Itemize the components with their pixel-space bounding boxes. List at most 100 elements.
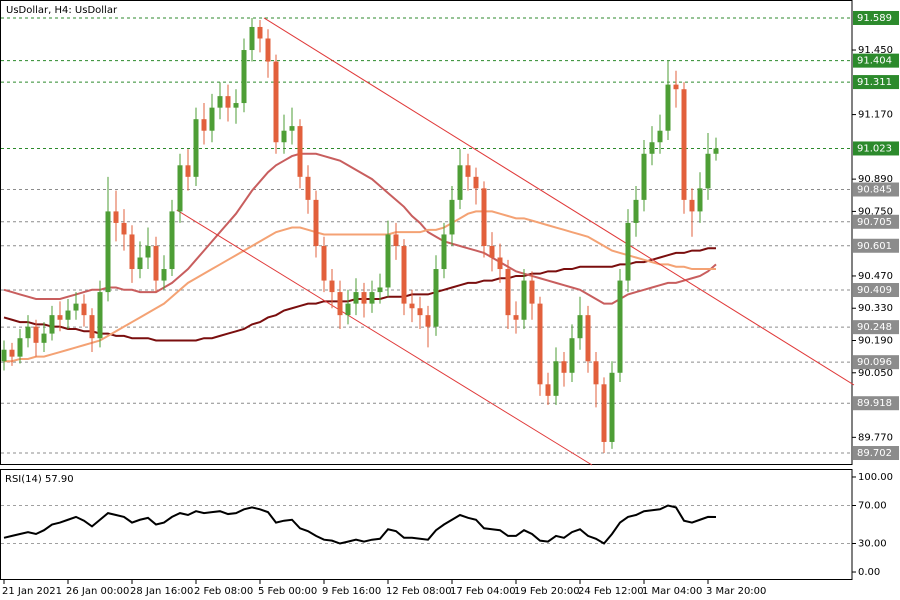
panel-title: UsDollar, H4: UsDollar	[6, 5, 118, 16]
x-tick-label: 1 Mar 04:00	[642, 586, 702, 597]
level-label: 90.845	[857, 185, 892, 196]
candle-body	[289, 126, 295, 131]
candle-body	[241, 50, 247, 104]
trend-line	[176, 209, 593, 466]
candle-body	[449, 199, 455, 235]
level-label: 91.023	[857, 143, 892, 154]
candle-body	[681, 89, 687, 200]
candle-body	[169, 211, 175, 270]
candle-body	[609, 372, 615, 442]
y-tick-label: 100.00	[858, 472, 893, 483]
candle-body	[57, 315, 63, 320]
candle-body	[257, 26, 263, 39]
candle-body	[377, 287, 383, 293]
level-box	[853, 214, 899, 229]
candle-body	[601, 384, 607, 442]
candle-body	[497, 257, 503, 270]
candle-body	[553, 361, 559, 396]
candle-body	[201, 119, 207, 131]
level-label: 90.601	[857, 241, 892, 252]
y-tick-label: 90.750	[858, 206, 893, 217]
candle-body	[657, 130, 663, 143]
candle-body	[313, 199, 319, 246]
candle-body	[81, 303, 87, 316]
candle-body	[321, 245, 327, 281]
candle-body	[409, 303, 415, 309]
candle-body	[337, 292, 343, 316]
x-tick-label: 26 Jan 00:00	[66, 586, 129, 597]
level-box	[853, 446, 899, 461]
x-tick-label: 17 Feb 04:00	[450, 586, 516, 597]
candle-body	[617, 280, 623, 373]
candle-body	[161, 269, 167, 281]
candle-body	[145, 245, 151, 258]
candle-body	[9, 349, 15, 357]
panel-title: RSI(14) 57.90	[5, 474, 74, 485]
x-tick-label: 2 Feb 08:00	[194, 586, 253, 597]
y-tick-label: 0.00	[858, 567, 880, 578]
candle-body	[1, 349, 7, 362]
panel-frame	[0, 469, 853, 580]
candle-body	[505, 269, 511, 316]
candle-body	[577, 315, 583, 339]
candle-body	[585, 315, 591, 362]
level-box	[853, 355, 899, 370]
moving-average	[4, 210, 716, 363]
candle-body	[513, 315, 519, 320]
candle-body	[641, 153, 647, 200]
panel-frame	[0, 0, 853, 465]
level-label: 90.248	[857, 322, 892, 333]
x-tick-label: 3 Mar 20:00	[706, 586, 766, 597]
candle-body	[713, 148, 719, 154]
candle-body	[689, 199, 695, 212]
candle-body	[425, 315, 431, 327]
candle-body	[457, 165, 463, 200]
x-tick-label: 24 Feb 12:00	[578, 586, 644, 597]
level-box	[853, 10, 899, 25]
y-tick-label: 90.190	[858, 336, 893, 347]
candle-body	[385, 234, 391, 288]
candle-body	[697, 188, 703, 212]
candle-body	[561, 361, 567, 373]
candle-body	[521, 280, 527, 320]
candle-body	[193, 119, 199, 177]
candle-body	[121, 222, 127, 235]
candle-body	[361, 292, 367, 304]
y-tick-label: 30.00	[858, 539, 887, 550]
y-tick-label: 91.170	[858, 110, 893, 121]
candle-body	[265, 38, 271, 62]
candle-body	[17, 338, 23, 357]
trend-line	[263, 17, 855, 386]
candle-body	[129, 234, 135, 270]
y-tick-label: 90.470	[858, 271, 893, 282]
level-box	[853, 53, 899, 68]
candle-body	[465, 165, 471, 177]
level-label: 91.404	[857, 56, 892, 67]
candle-body	[545, 384, 551, 396]
level-box	[853, 141, 899, 156]
candle-body	[489, 245, 495, 258]
moving-average	[3, 247, 716, 342]
candle-body	[569, 338, 575, 373]
candle-body	[401, 245, 407, 304]
level-label: 90.096	[857, 357, 892, 368]
candle-body	[529, 280, 535, 304]
level-label: 90.409	[857, 285, 892, 296]
y-tick-label: 90.050	[858, 368, 893, 379]
candle-body	[177, 165, 183, 212]
candle-body	[473, 176, 479, 189]
candle-body	[113, 211, 119, 223]
candle-body	[433, 269, 439, 327]
candle-body	[209, 107, 215, 131]
candle-body	[249, 26, 255, 51]
y-tick-label: 89.770	[858, 432, 893, 443]
candle-body	[417, 308, 423, 316]
level-box	[853, 75, 899, 90]
candle-body	[297, 126, 303, 177]
candle-body	[217, 96, 223, 108]
candle-body	[89, 315, 95, 339]
rsi-line	[3, 504, 717, 545]
candle-body	[49, 315, 55, 334]
